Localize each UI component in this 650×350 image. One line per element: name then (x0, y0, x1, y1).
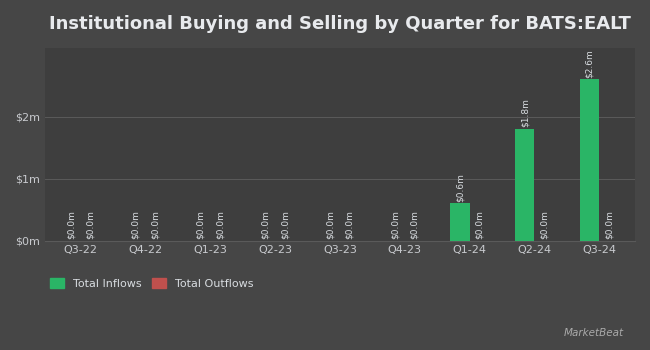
Bar (450, 203, 470, 240)
Text: $0.0m: $0.0m (280, 210, 289, 239)
Text: $0.6m: $0.6m (456, 173, 464, 202)
Text: $0.0m: $0.0m (345, 210, 354, 239)
Text: MarketBeat: MarketBeat (564, 328, 624, 338)
Text: $0.0m: $0.0m (86, 210, 95, 239)
Text: $0.0m: $0.0m (391, 210, 400, 239)
Text: $0.0m: $0.0m (540, 210, 549, 239)
Text: $0.0m: $0.0m (215, 210, 224, 239)
Text: $0.0m: $0.0m (131, 210, 140, 239)
Text: $1.8m: $1.8m (520, 98, 529, 127)
Text: $2.6m: $2.6m (585, 49, 594, 78)
Title: Institutional Buying and Selling by Quarter for BATS:EALT: Institutional Buying and Selling by Quar… (49, 15, 631, 33)
Text: $0.0m: $0.0m (151, 210, 160, 239)
Text: $0.0m: $0.0m (410, 210, 419, 239)
Text: $0.0m: $0.0m (261, 210, 270, 239)
Text: $0.0m: $0.0m (326, 210, 335, 239)
Text: $0.0m: $0.0m (196, 210, 205, 239)
Bar (515, 129, 534, 240)
Text: $0.0m: $0.0m (66, 210, 75, 239)
Bar (580, 79, 599, 240)
Text: $0.0m: $0.0m (475, 210, 484, 239)
Legend: Total Inflows, Total Outflows: Total Inflows, Total Outflows (51, 278, 253, 289)
Text: $0.0m: $0.0m (604, 210, 614, 239)
